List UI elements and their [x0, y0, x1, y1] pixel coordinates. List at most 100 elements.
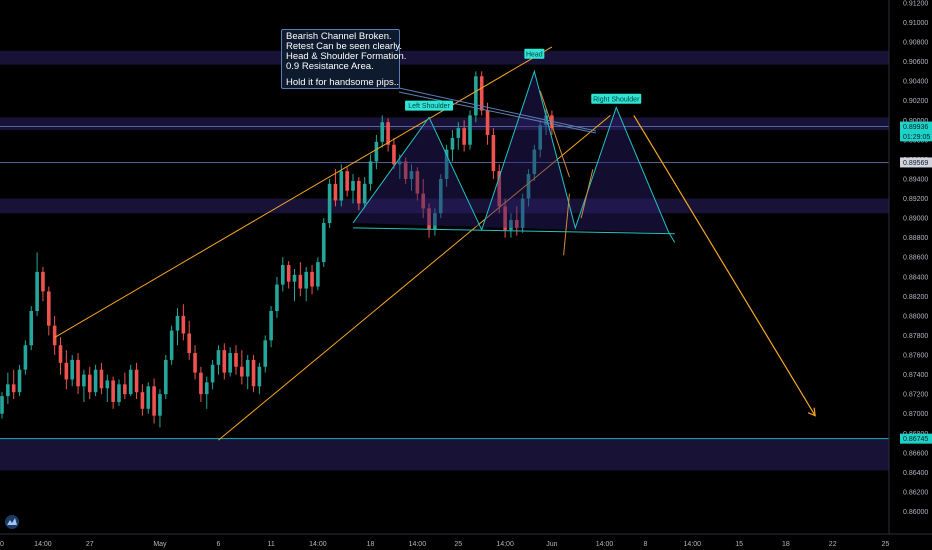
candle [427, 203, 431, 238]
price-tick-label: 0.87400 [903, 372, 928, 379]
time-tick-label: 18 [782, 541, 790, 548]
time-tick-label: 22 [829, 541, 837, 548]
annotation-line: Head & Shoulder Formation. [286, 51, 407, 62]
price-tick-label: 0.88600 [903, 255, 928, 262]
candle [193, 345, 197, 380]
candle [333, 169, 338, 207]
candle-body [240, 366, 244, 377]
time-tick-label: 0 [0, 541, 4, 548]
candle [444, 144, 449, 187]
candle-body [415, 171, 420, 194]
candle [199, 366, 203, 402]
annotation-connector [398, 87, 597, 132]
candle [105, 374, 110, 402]
candle-body [187, 333, 191, 354]
head-shoulders-outline[interactable] [352, 69, 670, 233]
candle [29, 306, 34, 351]
annotation-box[interactable]: Bearish Channel Broken. Retest Can be se… [281, 29, 407, 89]
candle [310, 265, 314, 295]
candle-body [245, 359, 250, 377]
time-tick-label: 14:00 [684, 541, 702, 548]
candle-body [281, 265, 285, 285]
annotation-line: Bearish Channel Broken. [286, 31, 392, 42]
pattern-label[interactable]: Left Shoulder [405, 100, 454, 111]
candle [146, 382, 151, 414]
candle-body [392, 144, 396, 165]
candle-body [228, 353, 232, 373]
candle-body [468, 115, 472, 145]
channel-lower-line[interactable] [218, 115, 611, 441]
price-tick-label: 0.90200 [903, 98, 928, 105]
candle-body [64, 362, 69, 380]
candle [286, 261, 291, 289]
candle-body [398, 161, 402, 165]
candle-body [503, 206, 507, 230]
candle [380, 115, 385, 148]
channel-upper-line[interactable] [54, 46, 553, 338]
candle [316, 257, 320, 291]
retest-arrow[interactable] [580, 169, 594, 219]
candle [479, 71, 484, 116]
candle [438, 174, 443, 219]
zone-rect [0, 438, 889, 471]
candle-body [368, 161, 373, 184]
price-tick-label: 0.87600 [903, 353, 928, 360]
neckline[interactable] [352, 227, 675, 235]
retest-arrow[interactable] [539, 90, 570, 178]
candle [468, 110, 472, 150]
candle [204, 376, 209, 409]
candle [11, 369, 16, 400]
candle [474, 71, 478, 123]
candle [345, 167, 349, 197]
retest-arrow[interactable] [563, 193, 570, 256]
candle-body [386, 122, 390, 145]
horizontal-levels [0, 126, 889, 440]
pattern-label[interactable]: Head [524, 48, 545, 59]
candle-body [474, 76, 478, 116]
pattern-label[interactable]: Right Shoulder [591, 93, 642, 104]
price-tick-label: 0.91000 [903, 20, 928, 27]
neckline-tail[interactable] [668, 232, 676, 243]
price-tick-label: 0.88800 [903, 235, 928, 242]
candle [52, 315, 57, 356]
candle [257, 362, 262, 395]
candle [216, 345, 221, 375]
candle-body [17, 369, 22, 393]
candle [351, 174, 355, 204]
candle [234, 345, 238, 375]
candle-body [380, 122, 385, 142]
price-tick-label: 0.86000 [903, 509, 928, 516]
candle [128, 364, 133, 397]
drawings: Left Shoulder Head Right Shoulder [54, 46, 816, 441]
candle [58, 337, 63, 375]
candle-body [11, 384, 16, 393]
candle-body [193, 353, 197, 373]
pattern-label-bg [591, 93, 642, 104]
tv-logo-icon[interactable] [5, 515, 19, 529]
price-tick-label: 0.90400 [903, 79, 928, 86]
candle [64, 350, 69, 390]
candle-body [164, 359, 168, 395]
pattern-label-bg [405, 100, 454, 111]
price-tick-label: 0.90600 [903, 59, 928, 66]
candle-body [403, 161, 408, 179]
time-tick-label: Jun [546, 541, 557, 548]
candle [403, 157, 408, 184]
price-tag-bg [900, 121, 932, 132]
candle-body [35, 271, 39, 312]
projection-arrow[interactable] [633, 115, 816, 416]
time-tick-label: 15 [735, 541, 743, 548]
candle-body [41, 271, 45, 292]
annotation-line: Hold it for handsome pips.. [286, 77, 400, 88]
candle [462, 120, 466, 152]
candle-body [316, 262, 320, 287]
candle [169, 325, 174, 365]
time-tick-label: 6 [216, 541, 220, 548]
candle-body [479, 76, 484, 111]
time-tick-label: 14:00 [409, 541, 427, 548]
price-tick-label: 0.87200 [903, 392, 928, 399]
time-axis[interactable]: 0 14:00 27 May 6 11 14:00 18 14:00 25 14:00 Jun 14:0… [0, 533, 932, 548]
price-axis[interactable]: 0.91200 0.91000 0.90800 0.90600 0.90400 0.902… [888, 0, 932, 534]
candle [374, 134, 379, 170]
candle [210, 359, 215, 390]
